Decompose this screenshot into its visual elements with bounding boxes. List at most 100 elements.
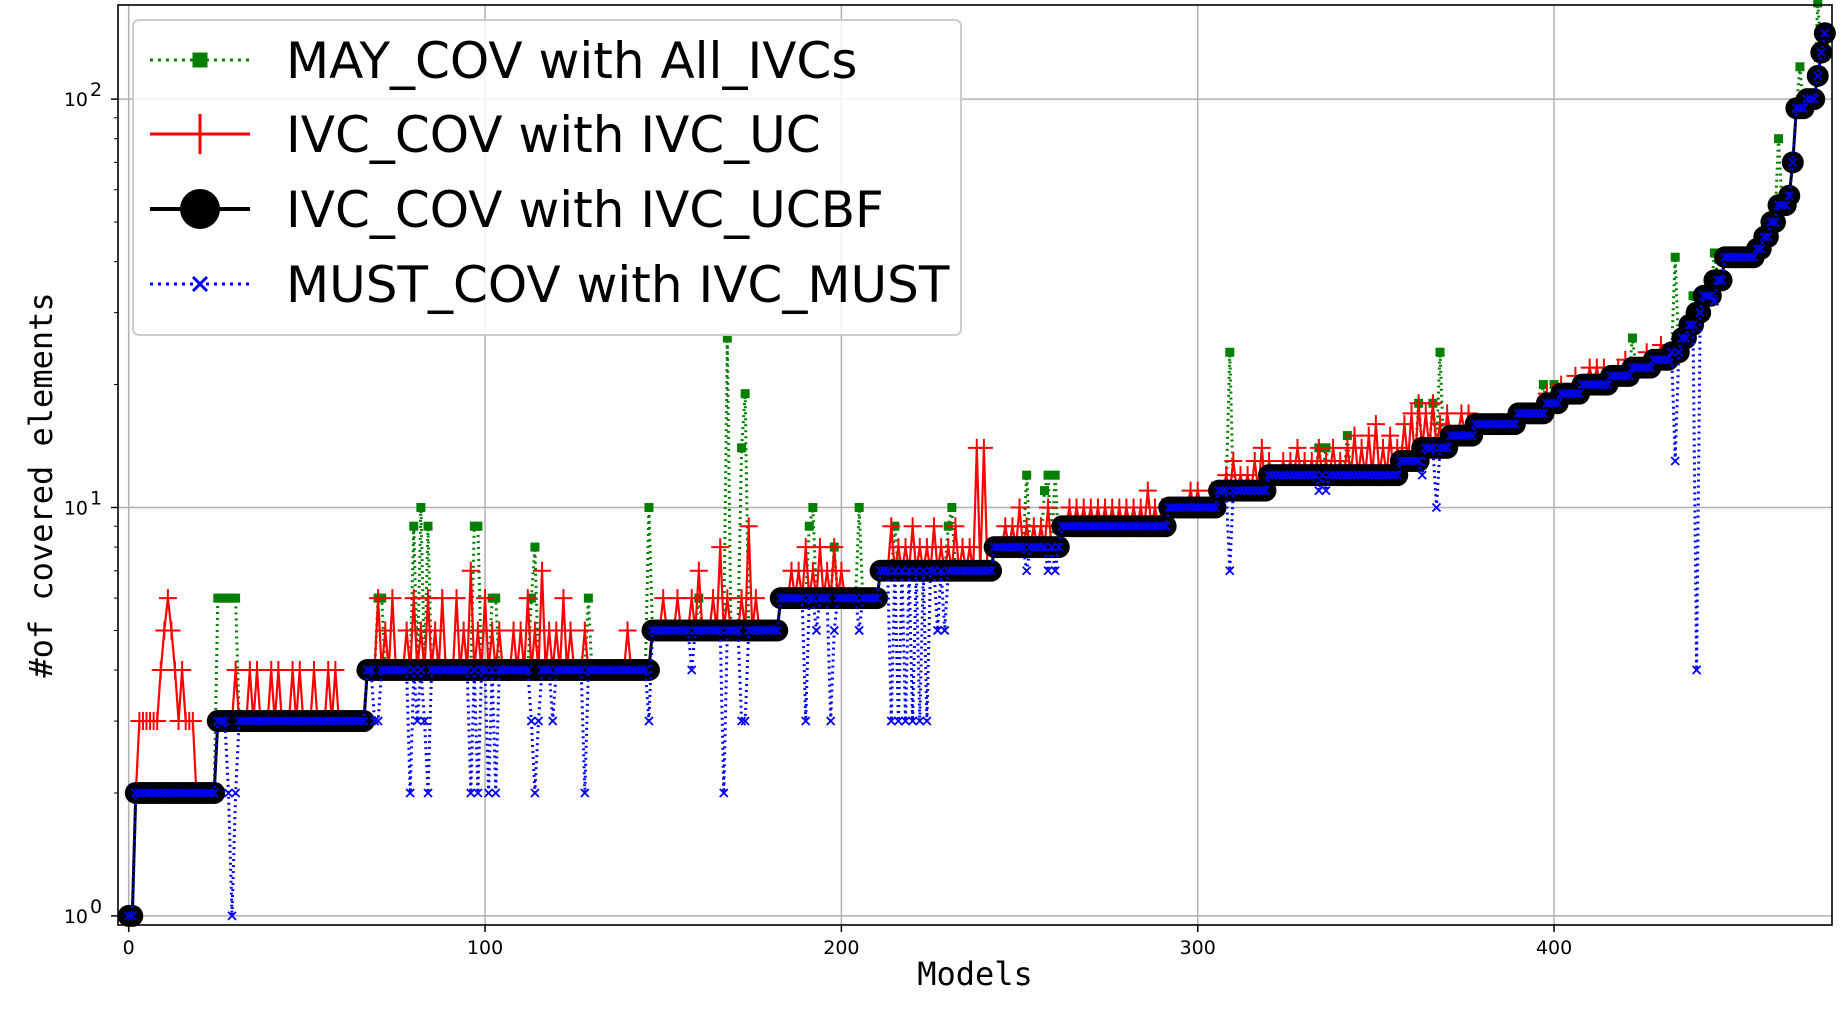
series-must-point <box>1748 252 1759 262</box>
series-must-point <box>712 625 722 636</box>
series-must-point <box>1606 371 1616 381</box>
series-must-point <box>897 566 907 576</box>
series-must-point <box>263 716 273 726</box>
series-must-point <box>932 625 943 636</box>
series-must-point <box>1592 379 1602 390</box>
series-must-point <box>1289 470 1299 480</box>
series-may-point <box>409 521 419 531</box>
series-must-point <box>1702 291 1712 301</box>
series-must-point <box>455 665 465 675</box>
series-must-point <box>1356 470 1367 480</box>
series-must-point <box>1275 470 1285 480</box>
series-must-point <box>1816 47 1826 58</box>
series-must-point <box>533 716 544 726</box>
y-tick-exponent: 1 <box>90 488 102 510</box>
series-must-point <box>1524 408 1534 419</box>
series-must-point <box>1510 419 1520 429</box>
series-must-point <box>765 625 775 636</box>
series-must-point <box>779 593 789 603</box>
series-must-point <box>1756 244 1766 254</box>
series-must-point <box>1335 470 1345 480</box>
series-must-point <box>1567 389 1577 399</box>
series-must-point <box>783 593 793 603</box>
series-must-point <box>1795 103 1805 113</box>
series-must-point <box>708 625 718 636</box>
series-ivc-uc-point <box>1381 426 1400 445</box>
series-must-point <box>1250 485 1260 496</box>
series-must-point <box>277 716 287 726</box>
series-ivc-uc-point <box>1431 415 1450 434</box>
series-must-point <box>302 716 312 726</box>
series-must-point <box>573 665 583 675</box>
series-must-point <box>1371 470 1381 480</box>
series-may-point <box>947 503 957 513</box>
x-tick-label: 400 <box>1536 937 1572 959</box>
series-must-point <box>1029 542 1039 552</box>
series-must-point <box>441 665 451 675</box>
series-must-point <box>1741 252 1752 262</box>
series-may-point <box>804 521 814 531</box>
series-must-point <box>1599 379 1609 390</box>
series-must-point <box>1218 485 1228 496</box>
series-must-point <box>373 716 383 726</box>
series-must-point <box>1588 379 1598 390</box>
series-must-point <box>1659 355 1670 365</box>
series-must-point <box>890 566 900 576</box>
series-must-point <box>1235 485 1246 496</box>
series-must-point <box>412 716 422 726</box>
series-must-point <box>722 625 732 636</box>
series-must-point <box>1577 379 1588 390</box>
x-tick-label: 300 <box>1180 937 1216 959</box>
series-must-point <box>177 788 187 798</box>
series-must-point <box>426 665 437 675</box>
series-must-point <box>124 911 134 921</box>
series-must-point <box>238 716 248 726</box>
series-must-point <box>801 716 811 726</box>
series-must-point <box>1631 363 1641 373</box>
series-must-point <box>818 593 829 603</box>
series-must-point <box>1082 521 1092 531</box>
series-must-point <box>1442 443 1452 453</box>
series-must-point <box>1410 456 1420 466</box>
series-must-point <box>444 665 455 675</box>
series-must-point <box>776 593 786 603</box>
series-must-point <box>462 665 472 675</box>
legend-symbol-may <box>150 52 250 68</box>
series-must-point <box>858 593 868 603</box>
series-must-point <box>1798 103 1809 113</box>
series-must-point <box>676 625 686 636</box>
series-must-point <box>886 716 896 726</box>
series-must-point <box>305 716 316 726</box>
series-must-point <box>1467 430 1477 441</box>
series-must-point <box>1260 485 1271 496</box>
series-must-point <box>1791 103 1802 113</box>
series-must-point <box>1695 308 1705 318</box>
series-must-point <box>1264 470 1274 480</box>
series-must-point <box>223 788 234 798</box>
series-must-point <box>1339 470 1349 480</box>
series-must-point <box>230 788 241 798</box>
series-must-point <box>740 716 750 726</box>
series-must-point <box>494 665 504 675</box>
legend-box <box>132 19 962 336</box>
series-must-point <box>227 911 237 921</box>
series-must-point <box>1777 200 1787 210</box>
series-must-point <box>1770 217 1780 227</box>
series-must-point <box>1242 485 1253 496</box>
series-must-point <box>1563 389 1573 399</box>
series-may-point <box>1225 347 1235 357</box>
series-ivc-uc-point <box>533 561 552 580</box>
series-must-point <box>206 788 216 798</box>
series-must-point <box>1039 542 1050 552</box>
series-must-point <box>790 593 800 603</box>
series-must-point <box>808 593 818 603</box>
series-must-point <box>1613 371 1623 381</box>
series-ivc-uc-point <box>1031 517 1050 536</box>
series-may-point <box>1709 248 1719 258</box>
series-must-point <box>1642 363 1652 373</box>
series-must-point <box>993 542 1003 552</box>
series-must-point <box>1360 470 1370 480</box>
series-must-point <box>1011 542 1021 552</box>
series-ivc-uc-point <box>376 621 395 640</box>
series-must-point <box>868 593 879 603</box>
